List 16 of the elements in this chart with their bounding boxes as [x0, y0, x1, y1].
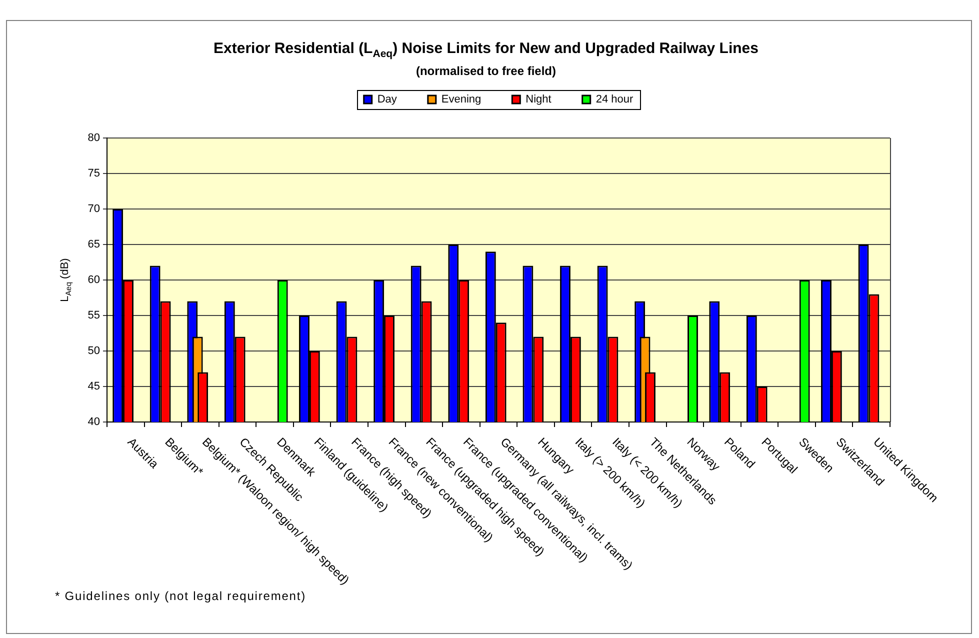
chart-subtitle: (normalised to free field): [414, 64, 558, 78]
y-tick-label: 55: [88, 310, 100, 322]
y-tick-label: 80: [88, 132, 100, 144]
y-tick-label: 60: [88, 274, 100, 286]
y-tick-label: 40: [88, 416, 100, 428]
y-tick-label: 45: [88, 380, 100, 393]
legend-label: 24 hour: [596, 94, 634, 106]
legend-label: Evening: [441, 94, 482, 106]
y-tick-label: 70: [88, 203, 100, 216]
legend-label: Night: [526, 94, 552, 106]
y-tick-label: 65: [88, 238, 100, 251]
y-tick-label: 50: [88, 345, 100, 358]
chart-title: Exterior Residential (L$_{Aeq}$) Noise Limits for New and Upgraded Railway Lines: [212, 40, 760, 60]
legend-label: Day: [377, 94, 398, 106]
y-tick-label: 75: [88, 168, 100, 180]
text: * Guidelines only (not legal requirement): [55, 589, 306, 603]
